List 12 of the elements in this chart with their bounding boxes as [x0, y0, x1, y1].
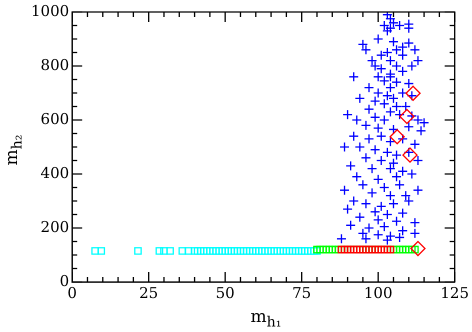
y-tick-label: 1000 — [30, 2, 70, 20]
y-tick-label: 200 — [40, 218, 70, 236]
x-tick-label: 125 — [440, 284, 470, 302]
y-tick-label: 0 — [60, 272, 70, 290]
y-tick-label: 400 — [40, 164, 70, 182]
x-tick-label: 100 — [364, 284, 393, 302]
x-axis-title: m$_{h₁}$ — [250, 306, 282, 330]
y-tick-label: 800 — [40, 56, 70, 74]
x-tick-label: 50 — [216, 284, 235, 302]
x-tick-label: 75 — [292, 284, 312, 302]
x-tick-label: 25 — [139, 284, 158, 302]
y-tick-label: 600 — [40, 110, 70, 128]
